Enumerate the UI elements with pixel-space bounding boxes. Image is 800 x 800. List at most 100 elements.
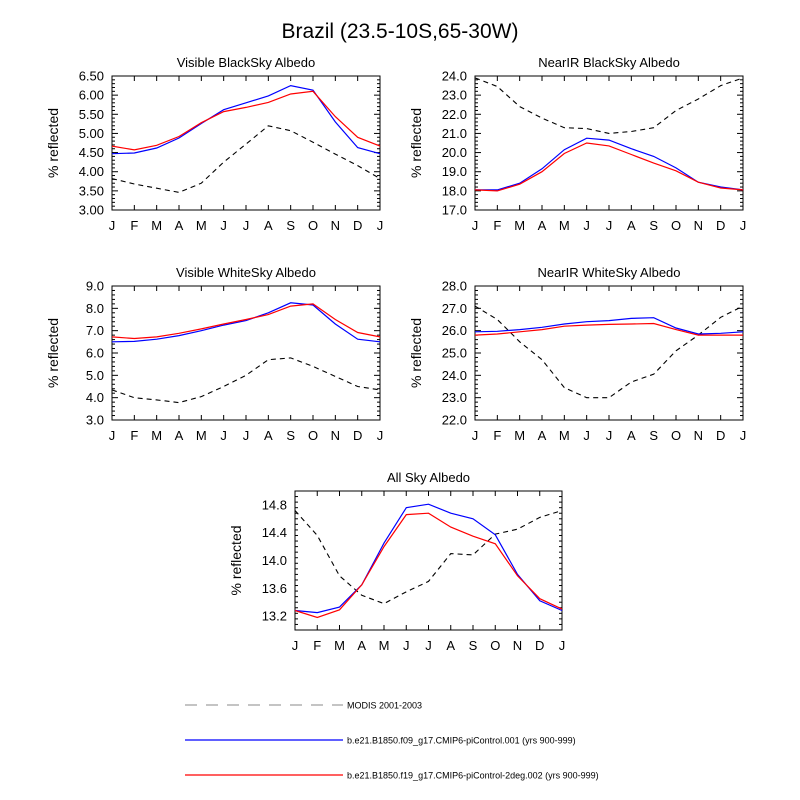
y-tick-label: 5.50 (79, 107, 104, 122)
x-tick-label: S (469, 638, 478, 653)
x-tick-label: O (490, 638, 500, 653)
x-tick-label: J (740, 428, 747, 443)
y-tick-label: 6.00 (79, 88, 104, 103)
x-tick-label: M (559, 218, 570, 233)
panel-title: Visible WhiteSky Albedo (176, 265, 316, 280)
y-tick-label: 13.6 (262, 581, 287, 596)
y-tick-label: 22.0 (442, 413, 467, 428)
x-tick-label: A (627, 218, 636, 233)
x-tick-label: J (243, 218, 250, 233)
y-axis-label: % reflected (45, 108, 61, 178)
series-line-f09 (111, 84, 381, 155)
x-tick-label: S (649, 218, 658, 233)
y-tick-label: 4.50 (79, 145, 104, 160)
x-tick-label: D (353, 428, 362, 443)
y-tick-label: 24.0 (442, 368, 467, 383)
x-tick-label: J (377, 218, 384, 233)
x-tick-label: J (606, 428, 613, 443)
y-tick-label: 4.0 (86, 390, 104, 405)
x-tick-label: J (559, 638, 566, 653)
y-tick-label: 7.0 (86, 323, 104, 338)
series-line-f19 (111, 90, 381, 151)
x-tick-label: J (472, 218, 479, 233)
x-tick-label: M (151, 218, 162, 233)
x-tick-label: M (196, 218, 207, 233)
panel-title: NearIR BlackSky Albedo (538, 55, 680, 70)
x-tick-label: D (716, 218, 725, 233)
y-tick-label: 3.0 (86, 413, 104, 428)
y-tick-label: 6.0 (86, 346, 104, 361)
x-tick-label: O (308, 218, 318, 233)
y-axis-label: % reflected (408, 318, 424, 388)
legend-label: b.e21.B1850.f09_g17.CMIP6-piControl.001 … (347, 736, 576, 746)
panel-title: Visible BlackSky Albedo (177, 55, 316, 70)
series-line-modis (294, 509, 563, 605)
y-tick-label: 22.0 (442, 107, 467, 122)
legend-item-2: b.e21.B1850.f09_g17.CMIP6-piControl.001 … (185, 736, 576, 746)
y-axis-label: % reflected (228, 525, 244, 595)
y-tick-label: 13.2 (262, 609, 287, 624)
x-tick-label: M (379, 638, 390, 653)
x-tick-label: J (220, 218, 227, 233)
x-tick-label: J (292, 638, 299, 653)
x-tick-label: N (331, 428, 340, 443)
y-tick-label: 20.0 (442, 145, 467, 160)
x-tick-label: J (472, 428, 479, 443)
x-tick-label: O (308, 428, 318, 443)
x-tick-label: J (377, 428, 384, 443)
y-tick-label: 14.8 (262, 497, 287, 512)
x-tick-label: M (196, 428, 207, 443)
x-tick-label: D (353, 218, 362, 233)
x-tick-label: A (175, 428, 184, 443)
x-tick-label: O (671, 218, 681, 233)
x-tick-label: S (286, 218, 295, 233)
x-tick-label: A (627, 428, 636, 443)
series-line-f19 (474, 322, 743, 336)
y-axis-label: % reflected (45, 318, 61, 388)
legend-item-1: MODIS 2001-2003 (185, 701, 422, 711)
x-tick-label: A (175, 218, 184, 233)
x-tick-label: J (220, 428, 227, 443)
x-tick-label: M (151, 428, 162, 443)
x-tick-label: F (493, 428, 501, 443)
legend-item-3: b.e21.B1850.f19_g17.CMIP6-piControl-2deg… (185, 771, 599, 781)
x-tick-label: A (357, 638, 366, 653)
y-tick-label: 4.00 (79, 164, 104, 179)
y-tick-label: 3.00 (79, 203, 104, 218)
x-tick-label: A (264, 428, 273, 443)
x-tick-label: N (694, 218, 703, 233)
y-tick-label: 17.0 (442, 203, 467, 218)
y-tick-label: 14.0 (262, 553, 287, 568)
legend-label: MODIS 2001-2003 (347, 701, 422, 711)
x-tick-label: M (514, 218, 525, 233)
y-axis-label: % reflected (408, 108, 424, 178)
plot-frame (111, 285, 381, 421)
y-tick-label: 5.0 (86, 368, 104, 383)
legend-label: b.e21.B1850.f19_g17.CMIP6-piControl-2deg… (347, 771, 599, 781)
y-tick-label: 27.0 (442, 301, 467, 316)
x-tick-label: N (513, 638, 522, 653)
y-tick-label: 3.50 (79, 183, 104, 198)
x-tick-label: D (716, 428, 725, 443)
panel-title: All Sky Albedo (387, 470, 470, 485)
y-tick-label: 24.0 (442, 69, 467, 84)
x-tick-label: A (538, 218, 547, 233)
y-tick-label: 25.0 (442, 346, 467, 361)
y-tick-label: 28.0 (442, 279, 467, 294)
x-tick-label: A (538, 428, 547, 443)
series-line-f19 (294, 512, 563, 619)
series-line-f09 (111, 302, 381, 343)
x-tick-label: F (313, 638, 321, 653)
x-tick-label: F (130, 428, 138, 443)
x-tick-label: N (694, 428, 703, 443)
y-tick-label: 5.00 (79, 126, 104, 141)
x-tick-label: N (331, 218, 340, 233)
x-tick-label: A (446, 638, 455, 653)
y-tick-label: 23.0 (442, 390, 467, 405)
x-tick-label: J (243, 428, 250, 443)
